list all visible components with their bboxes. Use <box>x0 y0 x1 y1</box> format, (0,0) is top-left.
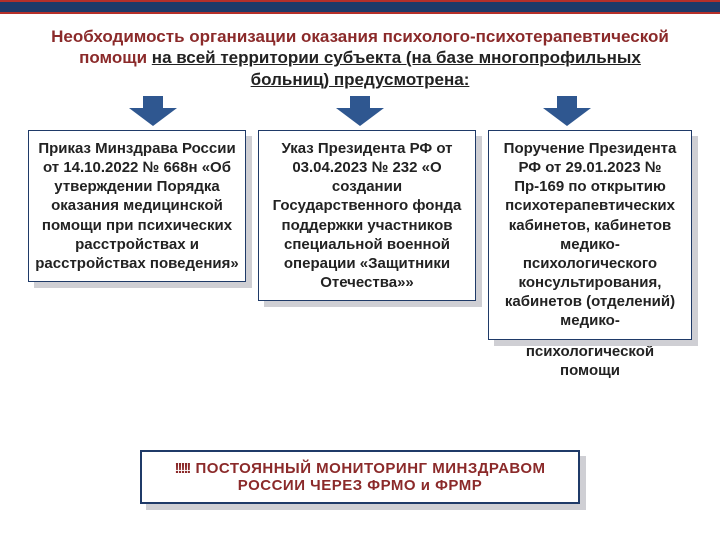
banner-marks: !!!!! <box>174 460 189 477</box>
arrow-shape <box>543 96 591 126</box>
down-arrow-icon <box>336 96 384 126</box>
monitoring-banner: !!!!! ПОСТОЯННЫЙ МОНИТОРИНГ МИНЗДРАВОМ РО… <box>140 450 580 504</box>
banner-text: ПОСТОЯННЫЙ МОНИТОРИНГ МИНЗДРАВОМ РОССИИ … <box>195 460 545 494</box>
card-3-text: Поручение Президента РФ от 29.01.2023 № … <box>504 140 677 330</box>
arrow-shape <box>336 96 384 126</box>
card-1-text: Приказ Минздрава России от 14.10.2022 № … <box>35 140 238 272</box>
arrow-shape <box>129 96 177 126</box>
heading-part2-underlined: на всей территории субъекта (на базе мно… <box>152 48 641 88</box>
card-2-text: Указ Президента РФ от 03.04.2023 № 232 «… <box>273 140 462 291</box>
card-1: Приказ Минздрава России от 14.10.2022 № … <box>28 130 246 282</box>
card-3-overflow: психологической помощи <box>488 340 692 380</box>
down-arrow-icon <box>543 96 591 126</box>
banner-wrap: !!!!! ПОСТОЯННЫЙ МОНИТОРИНГ МИНЗДРАВОМ РО… <box>0 450 720 504</box>
page-heading: Необходимость организации оказания психо… <box>0 14 720 94</box>
arrow-row <box>0 94 720 126</box>
top-stripe <box>0 0 720 14</box>
card-3-wrap: Поручение Президента РФ от 29.01.2023 № … <box>488 130 692 340</box>
card-row: Приказ Минздрава России от 14.10.2022 № … <box>0 126 720 340</box>
down-arrow-icon <box>129 96 177 126</box>
card-2: Указ Президента РФ от 03.04.2023 № 232 «… <box>258 130 476 302</box>
card-3: Поручение Президента РФ от 29.01.2023 № … <box>488 130 692 340</box>
card-3-overflow-text: психологической помощи <box>526 343 654 379</box>
